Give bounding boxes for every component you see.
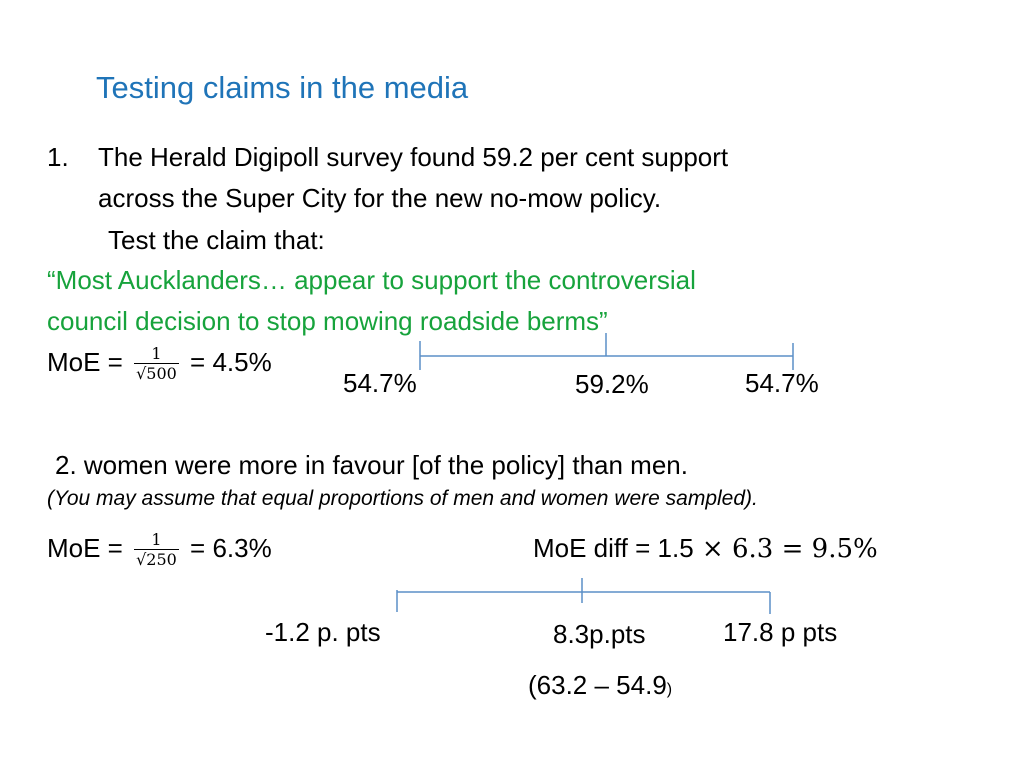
q1-line-1: The Herald Digipoll survey found 59.2 pe… (98, 142, 729, 172)
q2-interval-mid-label: 8.3p.pts (553, 619, 646, 649)
q2-note: (You may assume that equal proportions o… (47, 487, 758, 510)
q2-moe-prefix: MoE = (47, 532, 131, 563)
q1-moe-prefix: MoE = (47, 346, 131, 377)
q1-moe-formula: MoE = 1 √500 = 4.5% (47, 345, 272, 383)
q2-line-1: 2. women were more in favour [of the pol… (55, 450, 688, 480)
q1-quote-line-2: council decision to stop mowing roadside… (47, 306, 608, 336)
q2-interval-right-label: 17.8 p pts (723, 617, 838, 647)
q2-calc-main: (63.2 – 54.9 (528, 670, 667, 700)
q1-line-2: across the Super City for the new no-mow… (98, 183, 662, 213)
q2-interval-left-label: -1.2 p. pts (265, 617, 381, 647)
q2-moe-formula: MoE = 1 √250 = 6.3% (47, 531, 272, 569)
q1-interval-left-label: 54.7% (343, 368, 417, 398)
q1-number: 1. (47, 142, 69, 172)
q2-moe-diff: MoE diff = 1.5 × 6.3 = 9.5% (533, 533, 878, 564)
q2-calc-close: ) (666, 681, 673, 698)
q2-moe-suffix: = 6.3% (182, 532, 272, 563)
q2-moe-diff-math: × 6.3 = 9.5% (693, 534, 878, 564)
q2-moe-denominator: √250 (134, 549, 179, 569)
q1-interval-right-label: 54.7% (745, 368, 819, 398)
q2-moe-fraction: 1 √250 (134, 531, 179, 569)
q1-moe-denominator: √500 (134, 363, 179, 383)
q2-moe-numerator: 1 (151, 530, 162, 549)
q1-line-3: Test the claim that: (108, 225, 325, 255)
q1-quote-line-1: “Most Aucklanders… appear to support the… (47, 265, 696, 295)
q1-moe-numerator: 1 (151, 344, 162, 363)
q2-moe-diff-prefix: MoE diff = 1.5 (533, 533, 694, 563)
q1-moe-suffix: = 4.5% (182, 346, 272, 377)
slide-title: Testing claims in the media (96, 70, 469, 105)
q2-calculation: (63.2 – 54.9) (528, 670, 672, 705)
q1-moe-fraction: 1 √500 (134, 345, 179, 383)
q1-interval-mid-label: 59.2% (575, 369, 649, 399)
